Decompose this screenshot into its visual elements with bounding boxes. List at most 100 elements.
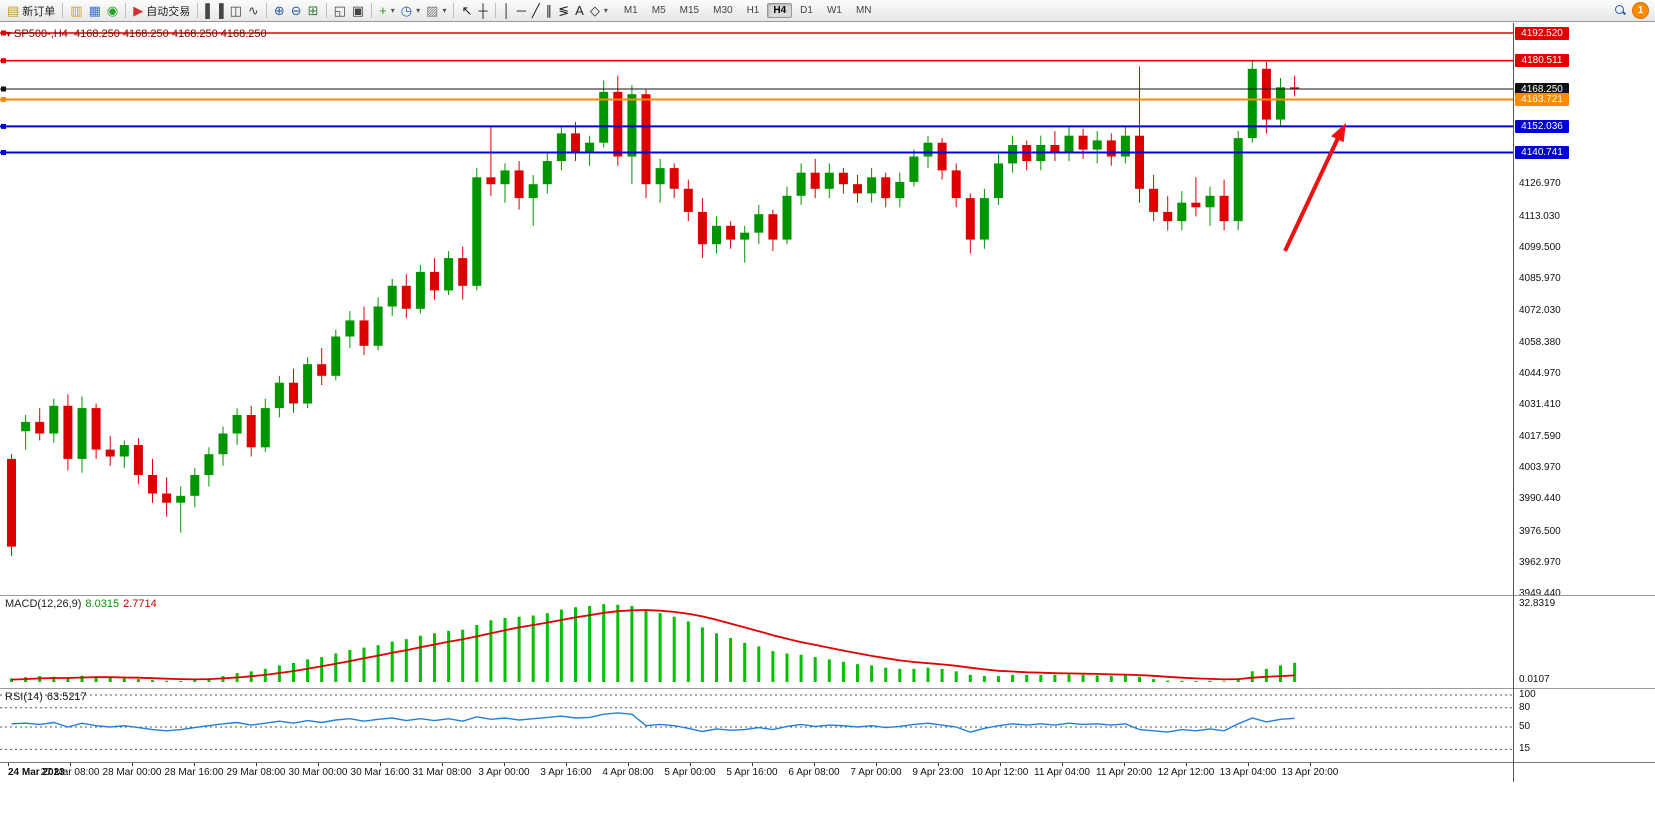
toolbar-separator bbox=[197, 3, 199, 18]
timeframe-mn-button[interactable]: MN bbox=[855, 5, 872, 16]
timeframe-bar: M1 M5 M15 M30 H1 H4 D1 W1 MN bbox=[617, 3, 879, 18]
notification-badge[interactable]: 1 bbox=[1632, 2, 1649, 19]
horizontal-line-tool-button[interactable]: ─ bbox=[514, 3, 529, 19]
price-axis[interactable]: 4126.970 4113.030 4099.500 4085.970 4072.030… bbox=[1513, 23, 1655, 599]
add-indicator-icon: + bbox=[379, 2, 387, 18]
trendline-tool-button[interactable]: ╱ bbox=[529, 3, 543, 19]
time-axis[interactable]: 24 Mar 2023 27 Mar 08:00 28 Mar 00:00 28 Ma… bbox=[0, 762, 1655, 782]
price-axis-label: 4003.970 bbox=[1519, 462, 1561, 473]
timeframe-m15-button[interactable]: M15 bbox=[679, 5, 700, 16]
cascade-windows-button[interactable]: ◱ bbox=[331, 3, 349, 19]
symbol-icon: ▾ bbox=[6, 29, 12, 40]
price-axis-label: 4072.030 bbox=[1519, 305, 1561, 316]
add-indicator-dropdown-icon[interactable]: ▾ bbox=[390, 6, 395, 15]
charts-button[interactable]: ▥ bbox=[67, 3, 85, 19]
price-axis-label: 4099.500 bbox=[1519, 242, 1561, 253]
shapes-tool-button[interactable]: ◇ ▾ bbox=[587, 3, 611, 19]
time-axis-tick bbox=[1310, 763, 1311, 766]
zoom-in-button[interactable]: ⊕ bbox=[271, 3, 288, 19]
channel-tool-button[interactable]: ∥ bbox=[543, 3, 556, 19]
macd-value-signal: 2.7714 bbox=[123, 598, 157, 610]
time-axis-label: 3 Apr 16:00 bbox=[540, 767, 592, 778]
candlestick-canvas[interactable] bbox=[0, 23, 1513, 598]
rsi-canvas[interactable] bbox=[0, 689, 1513, 766]
tile-windows-button[interactable]: ⊞ bbox=[305, 3, 322, 19]
toolbar-separator bbox=[453, 3, 455, 18]
price-level-box: 4140.741 bbox=[1515, 146, 1569, 159]
time-axis-tick bbox=[876, 763, 877, 766]
macd-header: MACD(12,26,9) 8.0315 2.7714 bbox=[5, 598, 157, 610]
charts-icon: ▥ bbox=[70, 2, 83, 18]
price-axis-label: 4113.030 bbox=[1519, 211, 1560, 222]
candlestick-mode-icon: ◫ bbox=[229, 2, 242, 18]
macd-canvas[interactable] bbox=[0, 596, 1513, 692]
macd-value-main: 8.0315 bbox=[85, 598, 120, 610]
timeframe-m30-button[interactable]: M30 bbox=[713, 5, 733, 16]
periods-button[interactable]: ◷ ▾ bbox=[398, 3, 423, 19]
auto-trading-button[interactable]: ▶ 自动交易 bbox=[130, 2, 193, 20]
price-axis-label: 3962.970 bbox=[1519, 557, 1561, 568]
time-axis-label: 30 Mar 00:00 bbox=[288, 767, 348, 778]
time-axis-tick bbox=[1062, 763, 1063, 766]
toolbar-separator bbox=[371, 3, 373, 18]
shapes-tool-dropdown-icon[interactable]: ▾ bbox=[603, 6, 608, 15]
rsi-axis-label: 100 bbox=[1519, 689, 1536, 700]
time-axis-tick bbox=[132, 763, 133, 766]
tile-windows-icon: ⊞ bbox=[307, 2, 319, 18]
cursor-tool-button[interactable]: ↖ bbox=[458, 3, 475, 19]
time-axis-label: 10 Apr 12:00 bbox=[971, 767, 1029, 778]
periods-icon: ◷ bbox=[400, 2, 413, 18]
time-axis-label: 13 Apr 20:00 bbox=[1281, 767, 1339, 778]
zoom-in-icon: ⊕ bbox=[273, 2, 285, 18]
vertical-line-tool-button[interactable]: │ bbox=[500, 3, 514, 19]
rsi-name: RSI(14) bbox=[5, 691, 43, 703]
price-axis-label: 4031.410 bbox=[1519, 399, 1561, 410]
time-axis-tick bbox=[318, 763, 319, 766]
templates-icon: ▨ bbox=[426, 2, 439, 18]
market-watch-icon: ◉ bbox=[106, 2, 119, 18]
price-axis-label: 3949.440 bbox=[1519, 588, 1561, 599]
zoom-out-button[interactable]: ⊖ bbox=[288, 3, 305, 19]
search-icon[interactable] bbox=[1615, 5, 1626, 16]
text-tool-icon: A bbox=[575, 2, 584, 18]
timeframe-d1-button[interactable]: D1 bbox=[800, 5, 813, 16]
time-axis-tick bbox=[938, 763, 939, 766]
toolbar-separator bbox=[494, 3, 496, 18]
profiles-button[interactable]: ▦ bbox=[86, 3, 104, 19]
line-chart-mode-button[interactable]: ∿ bbox=[245, 3, 262, 19]
toolbar-right: 1 bbox=[1615, 2, 1651, 19]
fibonacci-tool-button[interactable]: ≶ bbox=[555, 3, 572, 19]
timeframe-m1-button[interactable]: M1 bbox=[623, 5, 638, 16]
price-level-box: 4168.250 bbox=[1515, 83, 1569, 96]
periods-dropdown-icon[interactable]: ▾ bbox=[416, 6, 421, 15]
market-watch-button[interactable]: ◉ bbox=[104, 3, 121, 19]
text-tool-button[interactable]: A bbox=[572, 3, 587, 19]
templates-dropdown-icon[interactable]: ▾ bbox=[442, 6, 447, 15]
templates-button[interactable]: ▨ ▾ bbox=[423, 3, 449, 19]
fibonacci-tool-icon: ≶ bbox=[558, 2, 570, 18]
time-axis-tick bbox=[194, 763, 195, 766]
rsi-panel: RSI(14) 63.5217 100 80 50 15 bbox=[0, 688, 1655, 762]
bar-chart-mode-button[interactable]: ▌▐ bbox=[202, 3, 226, 19]
axis-separator bbox=[1513, 23, 1514, 782]
arrange-windows-button[interactable]: ▣ bbox=[349, 3, 367, 19]
vertical-line-tool-icon: │ bbox=[502, 2, 511, 18]
add-indicator-button[interactable]: + ▾ bbox=[376, 3, 398, 19]
arrange-windows-icon: ▣ bbox=[351, 2, 365, 18]
timeframe-w1-button[interactable]: W1 bbox=[826, 5, 842, 16]
timeframe-m5-button[interactable]: M5 bbox=[651, 5, 666, 16]
new-order-button[interactable]: ▤ 新订单 bbox=[4, 2, 58, 20]
timeframe-h1-button[interactable]: H1 bbox=[746, 5, 760, 16]
time-axis-label: 3 Apr 00:00 bbox=[478, 767, 530, 778]
crosshair-tool-button[interactable]: ┼ bbox=[475, 3, 490, 19]
time-axis-label: 4 Apr 08:00 bbox=[602, 767, 654, 778]
candlestick-mode-button[interactable]: ◫ bbox=[227, 3, 245, 19]
macd-axis-min: 0.0107 bbox=[1519, 674, 1550, 685]
time-axis-label: 13 Apr 04:00 bbox=[1219, 767, 1277, 778]
auto-trading-icon: ▶ bbox=[133, 2, 144, 18]
time-axis-label: 31 Mar 08:00 bbox=[412, 767, 472, 778]
timeframe-h4-button[interactable]: H4 bbox=[767, 3, 793, 18]
time-axis-label: 11 Apr 04:00 bbox=[1034, 767, 1090, 778]
time-axis-label: 6 Apr 08:00 bbox=[788, 767, 840, 778]
candlestick-plot bbox=[0, 30, 1513, 556]
